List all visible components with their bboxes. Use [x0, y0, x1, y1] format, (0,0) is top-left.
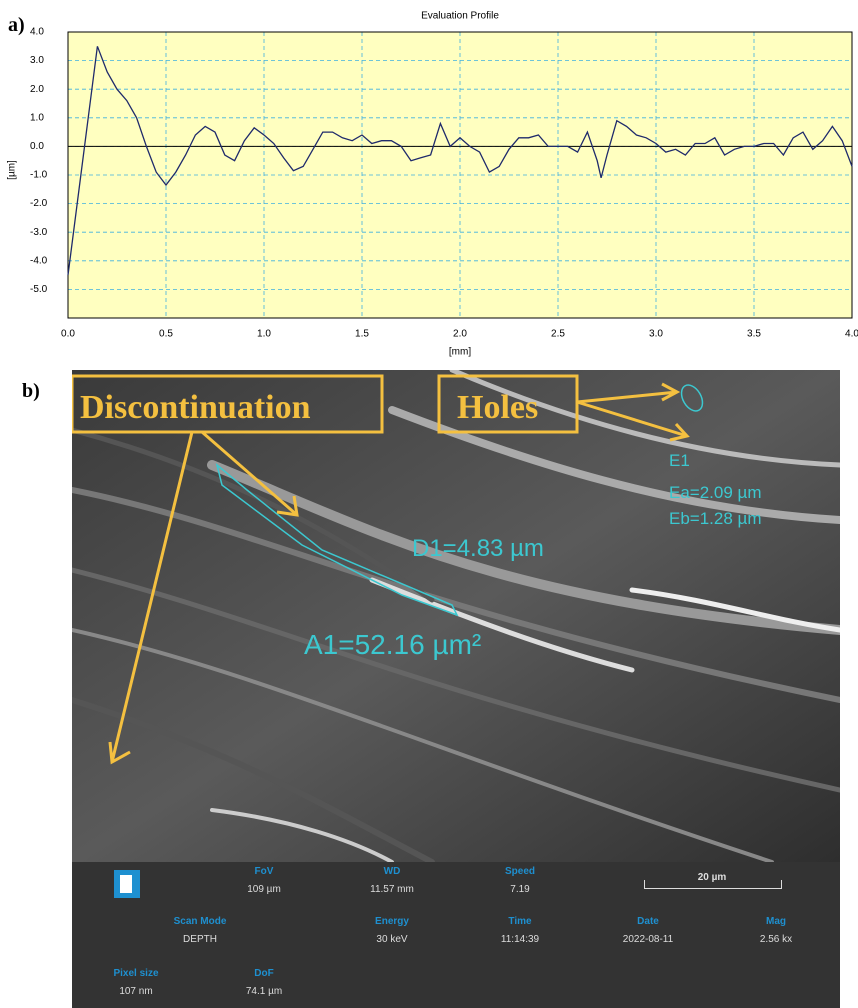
field-label: Pixel size: [72, 968, 200, 979]
logo: [114, 870, 140, 898]
x-tick-label: 2.0: [453, 329, 467, 340]
field-value: DEPTH: [136, 934, 264, 945]
y-tick-label: 4.0: [30, 27, 44, 38]
x-tick-label: 2.5: [551, 329, 565, 340]
field-value: 107 nm: [72, 986, 200, 997]
panel-label: b): [22, 380, 40, 403]
y-tick-label: 1.0: [30, 112, 44, 123]
field-label: WD: [328, 866, 456, 877]
y-tick-label: -4.0: [30, 255, 48, 266]
field-label: Speed: [456, 866, 584, 877]
y-axis-label: [µm]: [7, 160, 18, 180]
field-label: Time: [456, 916, 584, 927]
y-tick-label: -2.0: [30, 198, 48, 209]
field-label: DoF: [200, 968, 328, 979]
field-value: 11.57 mm: [328, 884, 456, 895]
field-value: 7.19: [456, 884, 584, 895]
y-tick-label: 2.0: [30, 84, 44, 95]
field-label: FoV: [200, 866, 328, 877]
field-value: 11:14:39: [456, 934, 584, 945]
field-value: 2.56 kx: [712, 934, 840, 945]
measurement: A1=52.16 µm²: [304, 629, 481, 660]
field-value: 109 µm: [200, 884, 328, 895]
y-tick-label: -1.0: [30, 170, 48, 181]
field-label: Date: [584, 916, 712, 927]
chart-title: Evaluation Profile: [421, 11, 499, 22]
x-tick-label: 0.5: [159, 329, 173, 340]
y-tick-label: -5.0: [30, 284, 48, 295]
x-axis-label: [mm]: [449, 347, 471, 358]
page: a) b) Evaluation Profile [mm] [µm] -5.0-…: [0, 0, 858, 1008]
measurement: D1=4.83 µm: [412, 535, 544, 562]
field-value: 74.1 µm: [200, 986, 328, 997]
sem-image: Discontinuation Holes E1 Ea=2.09 µm Eb=1…: [72, 370, 840, 862]
annotation: Discontinuation: [80, 389, 311, 426]
y-tick-label: 0.0: [30, 141, 44, 152]
scale-bar: [644, 880, 782, 889]
x-tick-label: 3.0: [649, 329, 663, 340]
y-tick-label: -3.0: [30, 227, 48, 238]
x-tick-label: 0.0: [61, 329, 75, 340]
x-tick-label: 1.5: [355, 329, 369, 340]
field-label: Mag: [712, 916, 840, 927]
x-tick-label: 4.0: [845, 329, 858, 340]
field-value: 2022-08-11: [584, 934, 712, 945]
measurement: Ea=2.09 µm: [669, 483, 762, 502]
measurement: Eb=1.28 µm: [669, 509, 762, 528]
profile-chart: Evaluation Profile [mm] [µm] -5.0 -4.0 -3.…: [0, 0, 858, 360]
measurement: E1: [669, 451, 690, 470]
y-tick-label: 3.0: [30, 55, 44, 66]
field-value: 30 keV: [328, 934, 456, 945]
annotation: Holes: [457, 389, 538, 426]
x-tick-label: 3.5: [747, 329, 761, 340]
info-panel: FoV 109 µm WD 11.57 mm Speed 7.19 20 µm …: [72, 862, 840, 1008]
field-label: Energy: [328, 916, 456, 927]
x-tick-label: 1.0: [257, 329, 271, 340]
field-label: Scan Mode: [136, 916, 264, 927]
